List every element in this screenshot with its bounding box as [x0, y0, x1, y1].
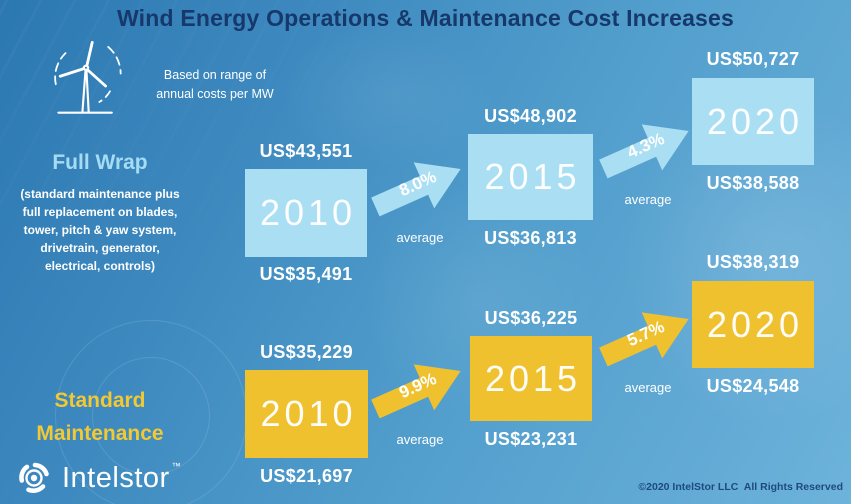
up-right-arrow-icon — [599, 312, 689, 367]
cost-high-label: US$50,727 — [706, 49, 800, 69]
up-right-arrow-icon — [371, 364, 461, 419]
cost-low-label: US$35,491 — [259, 264, 353, 284]
row-label-line: Standard — [54, 389, 146, 412]
year-box-standard-2020: 2020 — [692, 281, 814, 368]
average-label: average — [396, 432, 444, 447]
description-line: full replacement on blades, — [22, 205, 178, 219]
increase-arrow-group: 5.7% average — [597, 300, 699, 395]
subtitle-line: Based on range of — [163, 68, 267, 82]
year-label: 2020 — [706, 100, 804, 142]
cost-high-label: US$48,902 — [484, 106, 577, 126]
average-label: average — [624, 380, 672, 395]
year-box-full-wrap-2020: 2020 — [692, 78, 814, 165]
logo-text: Intelstor — [62, 461, 170, 494]
year-box-full-wrap-2010: 2010 — [245, 169, 367, 257]
copyright-notice: ©2020 IntelStor LLC All Rights Reserved — [638, 481, 843, 493]
wind-turbine-icon — [54, 41, 122, 114]
year-label: 2010 — [260, 393, 357, 434]
increase-arrow-group: 8.0% average — [369, 150, 471, 245]
background-ring — [92, 357, 210, 475]
subtitle-line: annual costs per MW — [156, 87, 274, 102]
increase-arrow-group: 4.3% average — [597, 112, 699, 207]
year-label: 2015 — [484, 156, 581, 197]
up-right-arrow-icon — [371, 162, 461, 217]
up-right-arrow-icon — [599, 124, 689, 179]
description-line: drivetrain, generator, — [40, 241, 160, 255]
cost-low-label: US$38,588 — [706, 173, 800, 193]
subtitle: Based on range of annual costs per MW — [140, 66, 290, 105]
cost-high-label: US$38,319 — [706, 252, 800, 272]
page-title: Wind Energy Operations & Maintenance Cos… — [116, 5, 735, 31]
description-line: electrical, controls) — [44, 259, 156, 273]
year-label: 2010 — [259, 192, 357, 233]
logo-swirl-icon — [19, 462, 49, 493]
year-box-standard-2015: 2015 — [470, 336, 592, 421]
description-line: (standard maintenance plus — [20, 187, 180, 201]
trademark-symbol: ™ — [171, 461, 181, 471]
year-label: 2015 — [484, 357, 582, 399]
year-label: 2020 — [706, 303, 804, 345]
average-label: average — [396, 230, 444, 245]
year-box-standard-2010: 2010 — [245, 370, 368, 458]
cost-low-label: US$21,697 — [260, 466, 353, 486]
full-wrap-description: (standard maintenance plus full replacem… — [0, 185, 200, 275]
intelstor-logo: Intelstor ™ — [14, 456, 181, 500]
description-line: tower, pitch & yaw system, — [23, 223, 177, 237]
row-label-line: Maintenance — [36, 422, 164, 445]
average-label: average — [624, 192, 672, 207]
year-box-full-wrap-2015: 2015 — [468, 134, 593, 220]
cost-low-label: US$36,813 — [484, 228, 577, 248]
cost-high-label: US$43,551 — [259, 141, 353, 161]
cost-high-label: US$36,225 — [484, 308, 578, 328]
cost-high-label: US$35,229 — [260, 342, 353, 362]
cost-low-label: US$23,231 — [484, 429, 578, 449]
increase-arrow-group: 9.9% average — [369, 352, 471, 447]
full-wrap-row-label: Full Wrap — [52, 151, 148, 174]
cost-low-label: US$24,548 — [706, 376, 800, 396]
standard-maintenance-row-label: Standard Maintenance — [0, 384, 200, 450]
